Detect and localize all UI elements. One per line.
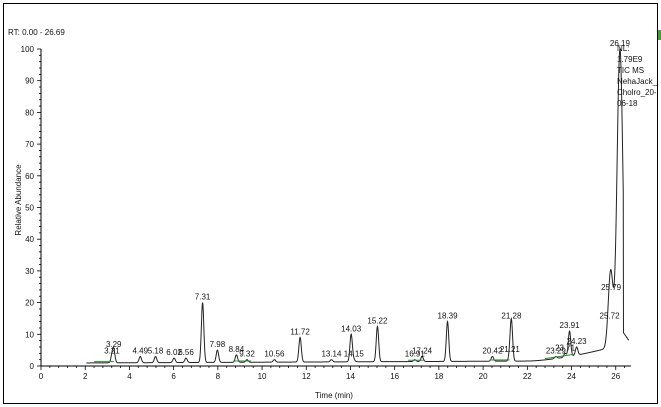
peak-label: 16.91 <box>405 350 426 359</box>
x-tick-label: 8 <box>216 372 221 381</box>
peak-label: 26.19 <box>610 39 631 48</box>
peak-label: 9.32 <box>239 350 255 359</box>
chromatogram-frame: RT: 0.00 - 26.69 0 10 20 30 40 50 60 70 80 90 100 … <box>3 3 661 404</box>
peak-label: 15.22 <box>367 316 388 325</box>
scan-info-line: Cholro_20- <box>617 88 657 97</box>
x-tick-label: 16 <box>390 372 399 381</box>
x-tick-label: 4 <box>127 372 132 381</box>
y-tick-label: 50 <box>25 204 34 213</box>
baseline-marker <box>544 353 574 360</box>
peak-label: 17.24 <box>412 346 433 355</box>
peak-label: 25.72 <box>600 312 621 321</box>
peak-label: 14.03 <box>341 324 362 333</box>
y-axis-title: Relative Abundance <box>14 164 23 236</box>
peak-label: 21.21 <box>500 345 521 354</box>
y-tick-label: 60 <box>25 172 34 181</box>
peak-label: 11.72 <box>290 327 310 336</box>
peak-label: 23.91 <box>560 321 581 330</box>
peak-label: 10.56 <box>264 350 285 359</box>
y-axis-ticks: 0 10 20 30 40 50 60 70 80 90 100 <box>21 45 41 371</box>
chromatogram-chart: RT: 0.00 - 26.69 0102030405060708090100 … <box>8 28 658 400</box>
y-tick-label: 20 <box>25 299 34 308</box>
peak-label: 7.31 <box>195 293 211 302</box>
scan-info-line: NL: <box>617 44 629 53</box>
y-tick-label: 40 <box>25 235 34 244</box>
peak-label: 8.84 <box>229 345 245 354</box>
x-axis-ticks: 0 2 4 6 8 10 12 14 16 18 20 22 24 26 <box>39 366 625 381</box>
peak-label: 3.29 <box>106 340 122 349</box>
peak-label: 25.79 <box>601 283 622 292</box>
peak-label: 6.02 <box>166 348 182 357</box>
y-tick-label: 90 <box>25 77 34 86</box>
peak-label: 14.15 <box>344 350 365 359</box>
y-tick-label: 80 <box>25 108 34 117</box>
x-axis-title: Time (min) <box>315 391 353 400</box>
tic-trace-line <box>86 47 630 364</box>
x-tick-label: 22 <box>523 372 532 381</box>
peak-label: 21.28 <box>501 312 522 321</box>
peak-label: 5.18 <box>148 346 164 355</box>
x-tick-label: 20 <box>479 372 488 381</box>
peak-label: 23.71 <box>555 343 576 352</box>
peak-label: 3.21 <box>104 346 120 355</box>
x-tick-label: 26 <box>611 372 620 381</box>
x-tick-label: 18 <box>434 372 443 381</box>
scan-info-line: 06-18 <box>617 99 638 108</box>
x-tick-label: 0 <box>39 372 44 381</box>
peak-labels: 3.213.29 4.49 5.18 6.026.56 7.31 7.988.849.32… <box>104 39 630 359</box>
peak-label: 24.23 <box>567 337 588 346</box>
peak-label: 20.42 <box>482 346 503 355</box>
peak-label: 13.14 <box>321 350 342 359</box>
x-tick-label: 10 <box>258 372 267 381</box>
scan-info-line: 1.79E9 <box>617 55 643 64</box>
peak-label: 6.56 <box>178 348 194 357</box>
x-tick-label: 12 <box>302 372 311 381</box>
y-tick-label: 10 <box>25 330 34 339</box>
chart-axes <box>40 49 631 367</box>
corner-marker <box>658 30 661 40</box>
y-tick-label: 70 <box>25 140 34 149</box>
x-tick-label: 2 <box>83 372 88 381</box>
peak-label: 7.98 <box>210 340 226 349</box>
x-tick-label: 6 <box>171 372 176 381</box>
y-tick-label: 30 <box>25 267 34 276</box>
x-tick-label: 24 <box>567 372 576 381</box>
peak-label: 4.49 <box>132 346 148 355</box>
scan-info-block: NL: 1.79E9 TIC MS NehaJack_ Cholro_20- 06-18 <box>617 44 658 108</box>
peak-label: 18.39 <box>438 312 459 321</box>
y-tick-label: 0 <box>30 362 35 371</box>
peak-label: 23.29 <box>546 346 567 355</box>
retention-time-range-label: RT: 0.00 - 26.69 <box>8 28 65 37</box>
scan-info-line: NehaJack_ <box>617 77 658 86</box>
scan-info-line: TIC MS <box>617 66 644 75</box>
trace-layer <box>86 47 630 364</box>
x-tick-label: 14 <box>346 372 355 381</box>
y-tick-label: 100 <box>21 45 35 54</box>
